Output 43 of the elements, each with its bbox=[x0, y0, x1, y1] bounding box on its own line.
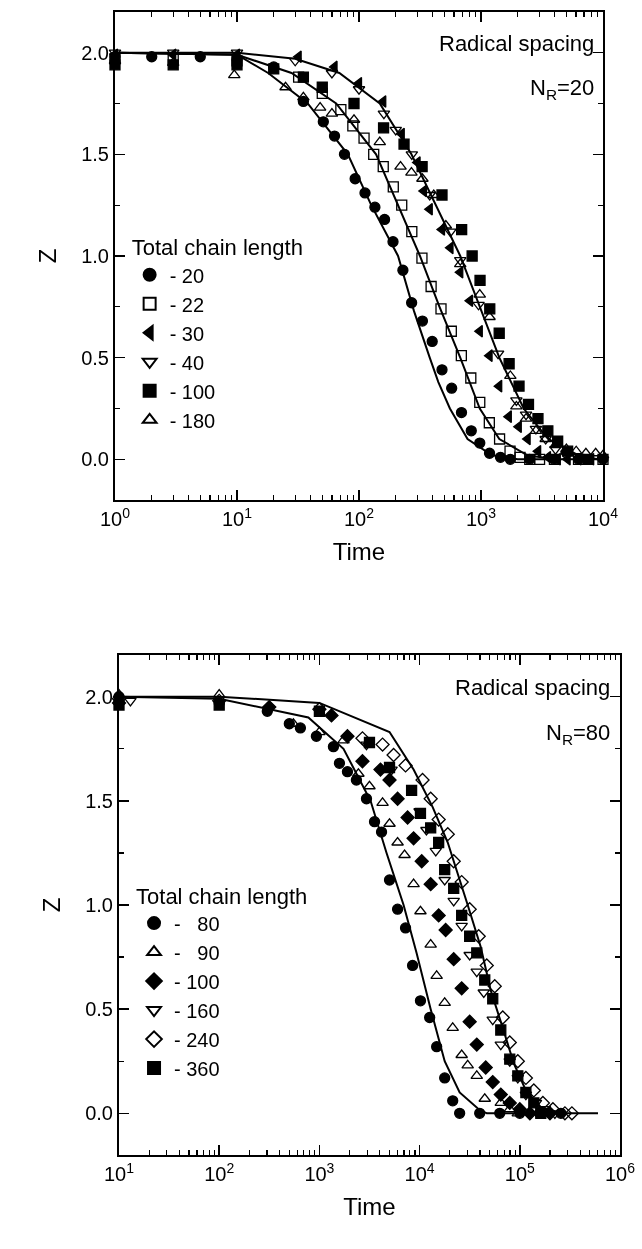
y-tick-label: 0.5 bbox=[85, 998, 113, 1021]
annotation: N$_{R}$=80 bbox=[546, 720, 611, 748]
y-tick-label: 1.0 bbox=[85, 894, 113, 916]
x-tick-label: 10$^{2}$ bbox=[204, 1159, 235, 1185]
y-axis-title: Z bbox=[37, 897, 65, 913]
y-tick-label: 0.0 bbox=[81, 448, 109, 471]
y-tick-label: 2.0 bbox=[81, 41, 109, 64]
x-tick-label: 10$^{6}$ bbox=[604, 1159, 636, 1185]
legend-label: - 240 bbox=[174, 1028, 220, 1051]
y-tick-label: 1.5 bbox=[85, 789, 113, 812]
legend-label: - 30 bbox=[169, 322, 205, 345]
legend-label: - 100 bbox=[169, 380, 216, 403]
y-tick-label: 0.0 bbox=[85, 1102, 113, 1125]
legend-label: - 160 bbox=[174, 999, 220, 1022]
legend-label: - 90 bbox=[174, 941, 220, 964]
x-tick-label: 10$^{4}$ bbox=[404, 1159, 435, 1185]
legend-label: - 20 bbox=[169, 264, 205, 287]
y-tick-label: 1.5 bbox=[81, 143, 109, 166]
x-tick-label: 10$^{1}$ bbox=[221, 504, 253, 530]
x-tick-label: 10$^{0}$ bbox=[99, 504, 131, 530]
x-axis-title: Time bbox=[343, 1192, 396, 1220]
legend-label: - 100 bbox=[174, 970, 220, 993]
legend-label: - 180 bbox=[169, 409, 216, 432]
x-tick-label: 10$^{3}$ bbox=[465, 504, 497, 530]
x-axis-title: Time bbox=[332, 537, 386, 565]
legend-label: - 360 bbox=[174, 1057, 220, 1080]
x-tick-label: 10$^{3}$ bbox=[304, 1159, 335, 1185]
y-axis-title: Z bbox=[33, 248, 61, 264]
legend-title: Total chain length bbox=[131, 235, 303, 261]
x-tick-label: 10$^{5}$ bbox=[504, 1159, 536, 1185]
y-tick-label: 0.5 bbox=[81, 346, 109, 369]
legend-label: - 80 bbox=[174, 912, 220, 935]
y-tick-label: 2.0 bbox=[85, 685, 113, 708]
y-tick-label: 1.0 bbox=[81, 245, 109, 267]
legend-label: - 40 bbox=[169, 351, 205, 374]
x-tick-label: 10$^{1}$ bbox=[103, 1159, 135, 1185]
legend-title: Total chain length bbox=[136, 883, 308, 909]
legend-label: - 22 bbox=[169, 293, 205, 316]
annotation: Radical spacing bbox=[455, 675, 611, 700]
annotation: Radical spacing bbox=[439, 31, 595, 56]
annotation: N$_{R}$=20 bbox=[530, 75, 595, 103]
x-tick-label: 10$^{4}$ bbox=[587, 504, 619, 530]
x-tick-label: 10$^{2}$ bbox=[343, 504, 375, 530]
